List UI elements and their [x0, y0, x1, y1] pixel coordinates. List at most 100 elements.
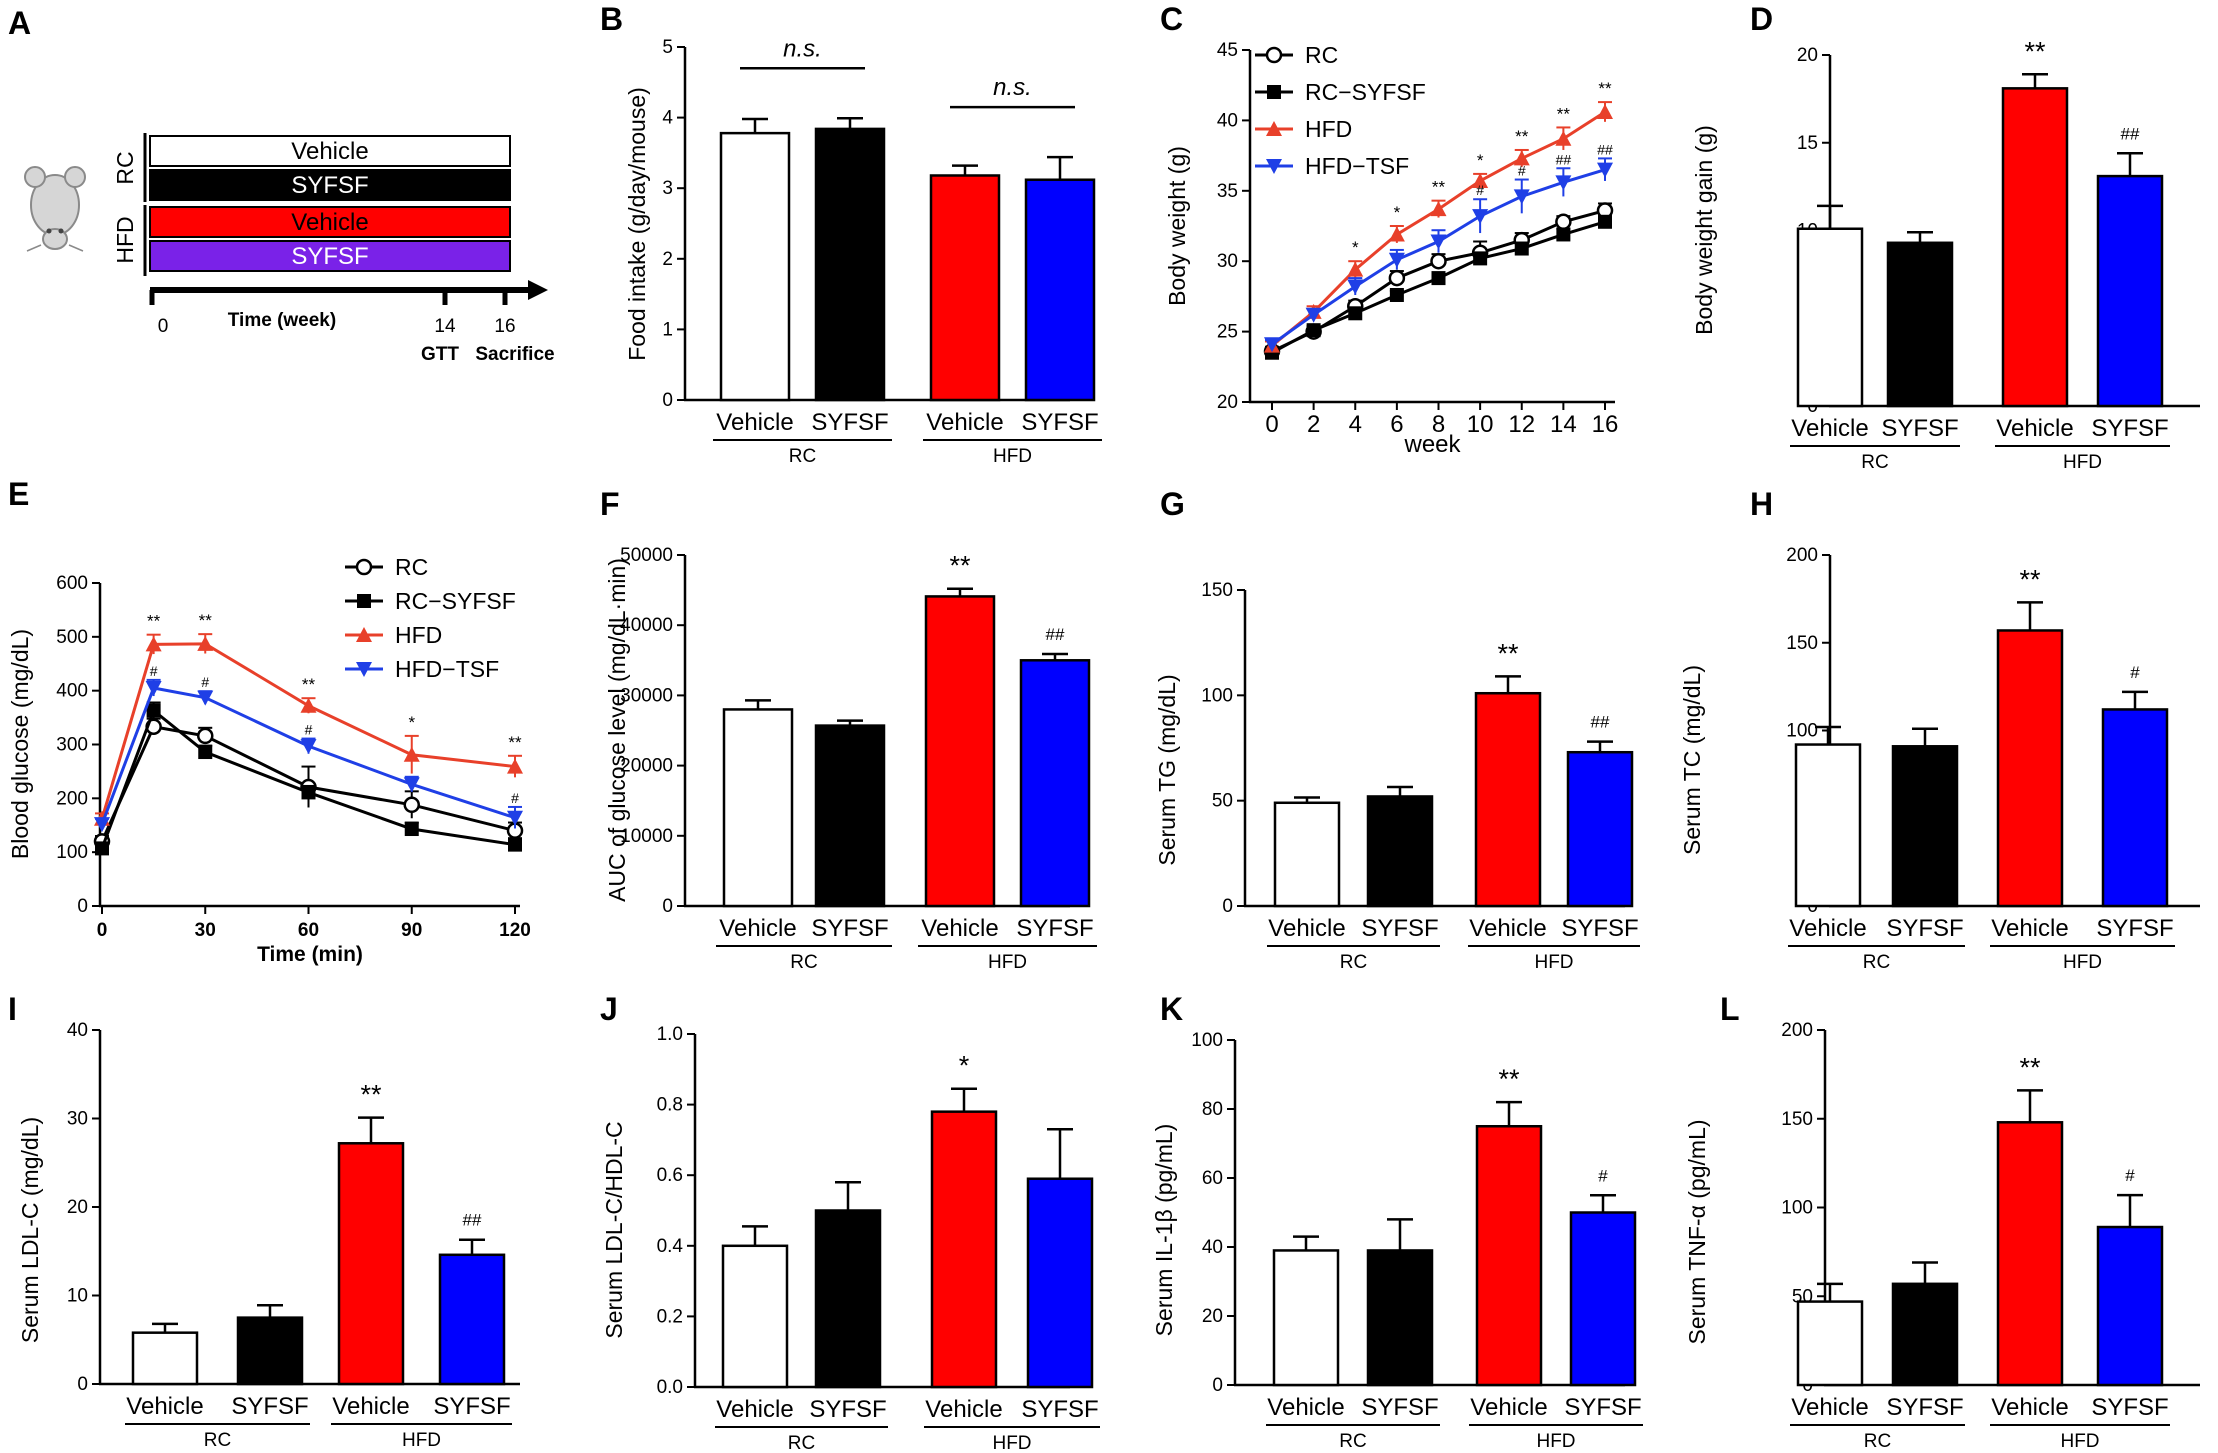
- panel-k-ytick-label: 0: [1212, 1375, 1223, 1396]
- panel-j-significance: *: [959, 1051, 970, 1081]
- panel-c-marker-triangle-up: [1430, 201, 1447, 217]
- panel-e-marker-square: [301, 785, 316, 800]
- panel-l-y-label: Serum TNF-α (pg/mL): [1684, 1119, 1710, 1344]
- panel-e-significance: **: [302, 675, 316, 694]
- panel-c-xtick-label: 6: [1390, 411, 1403, 438]
- panel-c-marker-triangle-up: [1266, 121, 1282, 136]
- panel-e-marker-triangle-down: [300, 739, 317, 755]
- panel-e-chart: E 0 100 200 300 400 500 600 0 30 60 90 120 Time (min)…: [7, 476, 531, 966]
- panel-k-category-label: Vehicle: [1267, 1394, 1344, 1421]
- panel-c-significance: **: [1557, 104, 1571, 123]
- panel-c-xtick-label: 2: [1307, 411, 1320, 438]
- panel-j-category-label: SYFSF: [1021, 1396, 1098, 1423]
- panel-i-bar-4: [438, 1253, 506, 1386]
- panel-i-significance: **: [360, 1080, 382, 1110]
- panel-b-bar-2: [814, 127, 886, 402]
- panel-c-significance: *: [1477, 151, 1484, 170]
- panel-c-xtick-label: 16: [1592, 411, 1619, 438]
- mouse-icon: [24, 166, 86, 252]
- panel-e-significance: **: [199, 611, 213, 630]
- panel-e-ytick-label: 100: [56, 842, 88, 863]
- panel-k-group-label: HFD: [1536, 1431, 1575, 1452]
- panel-c-ytick-label: 40: [1217, 110, 1238, 131]
- panel-l-ytick-label: 200: [1781, 1020, 1813, 1041]
- panel-e-ytick-label: 600: [56, 573, 88, 594]
- panel-e-hash-significance: #: [511, 790, 519, 806]
- panel-l-chart: L050100150200Serum TNF-α (pg/mL)VehicleS…: [1684, 991, 2200, 1452]
- panel-c-marker-circle: [1555, 213, 1572, 231]
- panel-c-marker-triangle-down: [1305, 307, 1322, 323]
- panel-i-category-label: SYFSF: [231, 1393, 308, 1420]
- panel-l-group-label: RC: [1864, 1431, 1891, 1452]
- panel-h-category-label: Vehicle: [1991, 915, 2068, 942]
- panel-e-marker-square: [357, 594, 371, 608]
- panel-d-category-label: Vehicle: [1996, 415, 2073, 442]
- panel-c-xtick-label: 10: [1467, 411, 1494, 438]
- panel-c-ytick-label: 25: [1217, 322, 1238, 343]
- panel-h-chart: H050100150200Serum TC (mg/dL)VehicleSYFS…: [1679, 486, 2200, 973]
- panel-c-marker-circle: [1265, 46, 1283, 64]
- panel-e-xtick-label: 90: [401, 920, 422, 941]
- panel-d-significance: **: [2024, 36, 2046, 66]
- panel-c-marker-circle: [1388, 269, 1406, 287]
- panel-k-chart: K 0 20 40 60 80 100 Serum IL-1β (pg/mL) Vehicle S…: [1151, 991, 1643, 1452]
- schematic-group-hfd: HFD: [112, 216, 138, 263]
- panel-b-group-label: RC: [789, 446, 816, 467]
- panel-c-letter: C: [1160, 1, 1183, 37]
- panel-h-group-label: HFD: [2063, 952, 2102, 973]
- panel-k-ytick-label: 80: [1202, 1099, 1223, 1120]
- panel-letter-a: A: [8, 5, 31, 41]
- panel-e-marker-triangle-up: [300, 697, 317, 713]
- panel-e-marker-triangle-down: [403, 777, 420, 793]
- panel-f-ytick-label: 30000: [620, 685, 673, 706]
- panel-c-hash-significance: ##: [1597, 141, 1613, 157]
- panel-e-ytick-label: 400: [56, 681, 88, 702]
- panel-d-chart: D05101520Body weight gain (g)VehicleSYFS…: [1691, 1, 2200, 473]
- panel-e-series-line-2: [100, 708, 516, 849]
- panel-d-bar-4: [2096, 174, 2164, 408]
- panel-c-marker-square: [1431, 271, 1446, 286]
- panel-d-bar-3: [2001, 87, 2069, 408]
- panel-e-significance: *: [408, 713, 415, 732]
- panel-k-significance: **: [1498, 1064, 1520, 1094]
- panel-b-ytick-label: 4: [662, 108, 673, 129]
- panel-i-ytick-label: 30: [67, 1109, 88, 1130]
- panel-h-group-label: RC: [1863, 952, 1890, 973]
- panel-f-ytick-label: 20000: [620, 756, 673, 777]
- panel-i-chart: I 0 10 20 30 40 Serum LDL-C (mg/dL) Vehicle SYFS…: [8, 991, 520, 1451]
- panel-c-hash-significance: #: [1518, 163, 1526, 179]
- panel-j-group-label: HFD: [992, 1433, 1031, 1453]
- panel-h-ytick-label: 200: [1786, 545, 1818, 566]
- panel-g-bar-3: [1474, 691, 1542, 908]
- panel-c-marker-triangle-up: [1555, 130, 1572, 146]
- panel-f-ytick-label: 50000: [620, 545, 673, 566]
- panel-i-category-label: Vehicle: [332, 1393, 409, 1420]
- panel-k-bar-3: [1475, 1125, 1543, 1387]
- panel-f-ytick-label: 0: [662, 896, 673, 917]
- panel-b-bar-3: [929, 174, 1001, 402]
- schematic-group-rc: RC: [112, 151, 138, 184]
- panel-e-ytick-label: 500: [56, 627, 88, 648]
- panel-c-marker-triangle-down: [1264, 337, 1280, 353]
- panel-e-letter: E: [8, 476, 29, 512]
- panel-c-xtick-label: 14: [1550, 411, 1577, 438]
- panel-c-marker-triangle-down: [1430, 234, 1447, 250]
- panel-f-ytick-label: 40000: [620, 615, 673, 636]
- panel-f-bar-4: [1019, 659, 1091, 908]
- panel-g-ytick-label: 50: [1212, 791, 1233, 812]
- panel-k-category-label: SYFSF: [1361, 1394, 1438, 1421]
- panel-j-letter: J: [600, 991, 618, 1027]
- panel-c-marker-triangle-up: [1388, 226, 1405, 242]
- panel-b-category-label: Vehicle: [716, 409, 793, 436]
- panel-e-marker-circle: [197, 727, 214, 745]
- panel-c-legend-label: HFD−TSF: [1305, 153, 1409, 179]
- panel-e-marker-square: [404, 822, 419, 837]
- panel-h-bar-3: [1996, 629, 2064, 908]
- panel-e-marker-triangle-down: [507, 810, 523, 826]
- panel-e-y-label: Blood glucose (mg/dL): [7, 629, 33, 859]
- panel-e-ytick-label: 200: [56, 788, 88, 809]
- panel-j-y-label: Serum LDL-C/HDL-C: [601, 1121, 627, 1338]
- panel-i-group-label: HFD: [402, 1430, 441, 1451]
